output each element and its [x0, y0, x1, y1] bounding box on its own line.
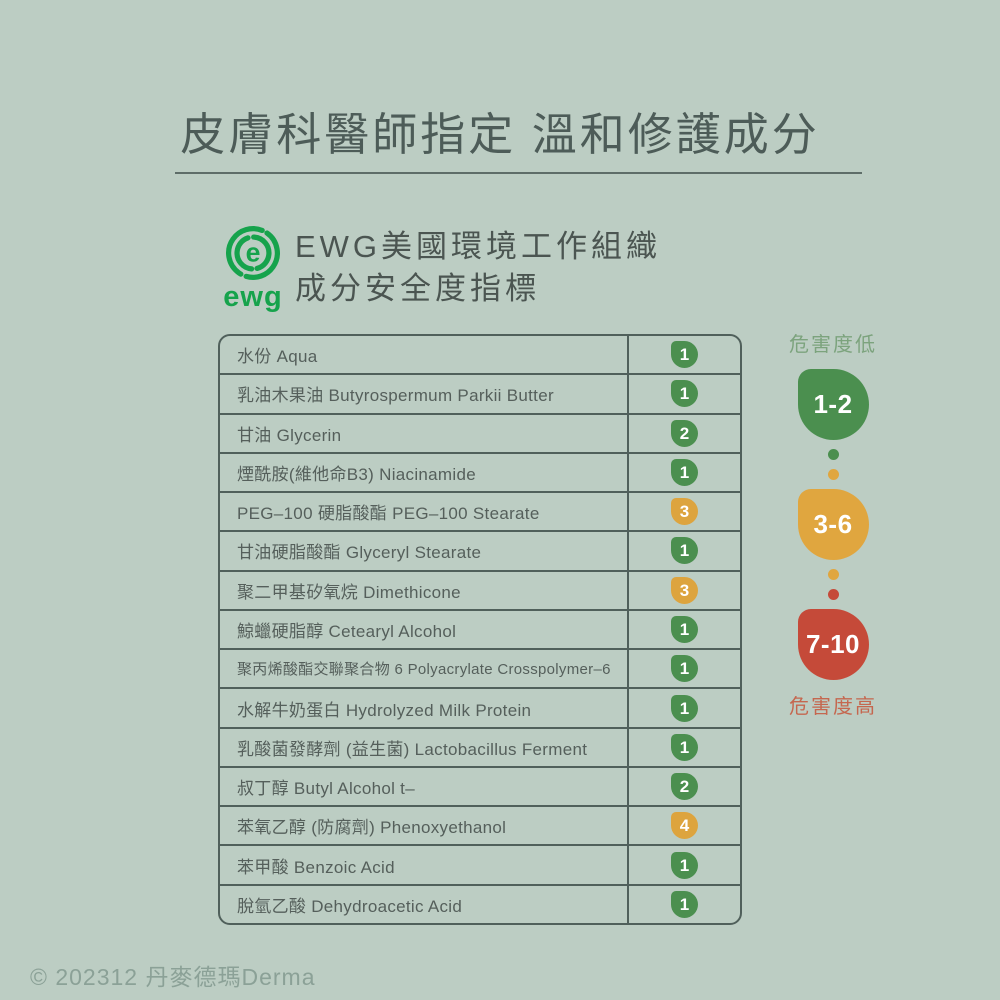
ewg-score-badge: 1	[671, 655, 698, 683]
ewg-score-badge: 3	[671, 498, 698, 526]
score-cell: 4	[627, 807, 740, 845]
legend-dot	[827, 469, 839, 480]
ewg-score-badge: 1	[671, 733, 698, 761]
ingredient-name: 甘油硬脂酸酯 Glyceryl Stearate	[237, 543, 482, 563]
ewg-wordmark: ewg	[223, 281, 283, 313]
ewg-score-badge: 2	[671, 773, 698, 801]
ingredient-name: 水份 Aqua	[237, 347, 318, 367]
ingredient-name: PEG–100 硬脂酸酯 PEG–100 Stearate	[237, 504, 540, 524]
table-row: 苯氧乙醇 (防腐劑) Phenoxyethanol 4	[220, 807, 740, 847]
score-cell: 1	[627, 532, 740, 570]
ewg-heading-line2: 成分安全度指標	[295, 271, 540, 306]
ingredient-name: 脫氫乙酸 Dehydroacetic Acid	[237, 896, 463, 916]
range-badge-1-2: 1-2	[797, 369, 869, 440]
table-row: 聚丙烯酸酯交聯聚合物 6 Polyacrylate Crosspolymer–6…	[220, 650, 740, 690]
legend-dot	[827, 449, 839, 460]
ewg-score-badge: 2	[671, 419, 698, 447]
ewg-score-badge: 1	[671, 890, 698, 918]
ewg-score-badge: 1	[671, 380, 698, 408]
ingredient-name: 甘油 Glycerin	[237, 425, 342, 445]
table-row: 聚二甲基矽氧烷 Dimethicone 3	[220, 571, 740, 611]
ingredient-name: 聚二甲基矽氧烷 Dimethicone	[237, 582, 461, 602]
table-row: 乳酸菌發酵劑 (益生菌) Lactobacillus Ferment 1	[220, 728, 740, 768]
table-row: 乳油木果油 Butyrospermum Parkii Butter 1	[220, 375, 740, 415]
score-cell: 1	[627, 375, 740, 413]
ingredient-table: 水份 Aqua 1 乳油木果油 Butyrospermum Parkii But…	[218, 334, 742, 925]
table-row: 水解牛奶蛋白 Hydrolyzed Milk Protein 1	[220, 689, 740, 729]
score-cell: 1	[627, 453, 740, 492]
ewg-heading-line1: EWG美國環境工作組織	[295, 229, 662, 264]
table-row: 煙酰胺(維他命B3) Niacinamide 1	[220, 453, 740, 494]
table-row: 甘油硬脂酸酯 Glyceryl Stearate 1	[220, 532, 740, 572]
table-row: 苯甲酸 Benzoic Acid 1	[220, 846, 740, 886]
score-cell: 1	[627, 728, 740, 766]
ewg-score-badge: 3	[671, 576, 698, 604]
ewg-score-badge: 4	[671, 812, 698, 840]
ewg-score-badge: 1	[671, 458, 698, 486]
copyright-text: © 202312 丹麥德瑪Derma	[30, 964, 316, 990]
ewg-score-badge: 1	[671, 537, 698, 565]
range-badge-3-6: 3-6	[797, 489, 869, 560]
ingredient-name: 乳油木果油 Butyrospermum Parkii Butter	[237, 386, 554, 406]
ewg-heading: EWG美國環境工作組織 成分安全度指標	[295, 226, 795, 310]
hazard-legend: 危害度低 1-2 3-6 7-10 危害度高	[775, 328, 891, 719]
page-title: 皮膚科醫師指定 溫和修護成分	[180, 109, 820, 160]
score-cell: 1	[627, 336, 740, 374]
ewg-score-badge: 1	[671, 694, 698, 722]
score-cell: 1	[627, 846, 740, 884]
hazard-low-label: 危害度低	[789, 334, 877, 356]
score-cell: 2	[627, 767, 740, 806]
ewg-score-badge: 1	[671, 615, 698, 643]
ingredient-name: 苯氧乙醇 (防腐劑) Phenoxyethanol	[237, 818, 507, 838]
ewg-score-badge: 1	[671, 341, 698, 369]
table-row: 叔丁醇 Butyl Alcohol t– 2	[220, 767, 740, 808]
title-divider	[175, 172, 862, 174]
ingredient-name: 乳酸菌發酵劑 (益生菌) Lactobacillus Ferment	[237, 739, 588, 759]
ewg-logo-icon: e	[226, 226, 280, 280]
hazard-high-label: 危害度高	[789, 696, 877, 718]
svg-text:e: e	[246, 238, 261, 268]
score-cell: 1	[627, 650, 740, 688]
score-cell: 3	[627, 493, 740, 531]
ewg-score-badge: 1	[671, 851, 698, 879]
score-cell: 1	[627, 885, 740, 923]
ingredient-name: 煙酰胺(維他命B3) Niacinamide	[237, 464, 476, 484]
score-cell: 3	[627, 571, 740, 609]
table-row: 脫氫乙酸 Dehydroacetic Acid 1	[220, 885, 740, 923]
table-row: 甘油 Glycerin 2	[220, 414, 740, 454]
table-row: 水份 Aqua 1	[220, 336, 740, 376]
ingredient-name: 叔丁醇 Butyl Alcohol t–	[237, 779, 415, 799]
score-cell: 1	[627, 689, 740, 727]
score-cell: 2	[627, 414, 740, 452]
table-row: PEG–100 硬脂酸酯 PEG–100 Stearate 3	[220, 493, 740, 533]
table-row: 鯨蠟硬脂醇 Cetearyl Alcohol 1	[220, 610, 740, 651]
ingredient-name: 水解牛奶蛋白 Hydrolyzed Milk Protein	[237, 700, 532, 720]
ingredient-name: 聚丙烯酸酯交聯聚合物 6 Polyacrylate Crosspolymer–6	[237, 661, 611, 679]
range-badge-7-10: 7-10	[797, 609, 869, 680]
legend-dot	[827, 569, 839, 580]
ewg-logo: e ewg	[213, 220, 293, 313]
legend-dot	[827, 589, 839, 600]
score-cell: 1	[627, 610, 740, 649]
ingredient-name: 鯨蠟硬脂醇 Cetearyl Alcohol	[237, 621, 457, 641]
ingredient-name: 苯甲酸 Benzoic Acid	[237, 857, 395, 877]
